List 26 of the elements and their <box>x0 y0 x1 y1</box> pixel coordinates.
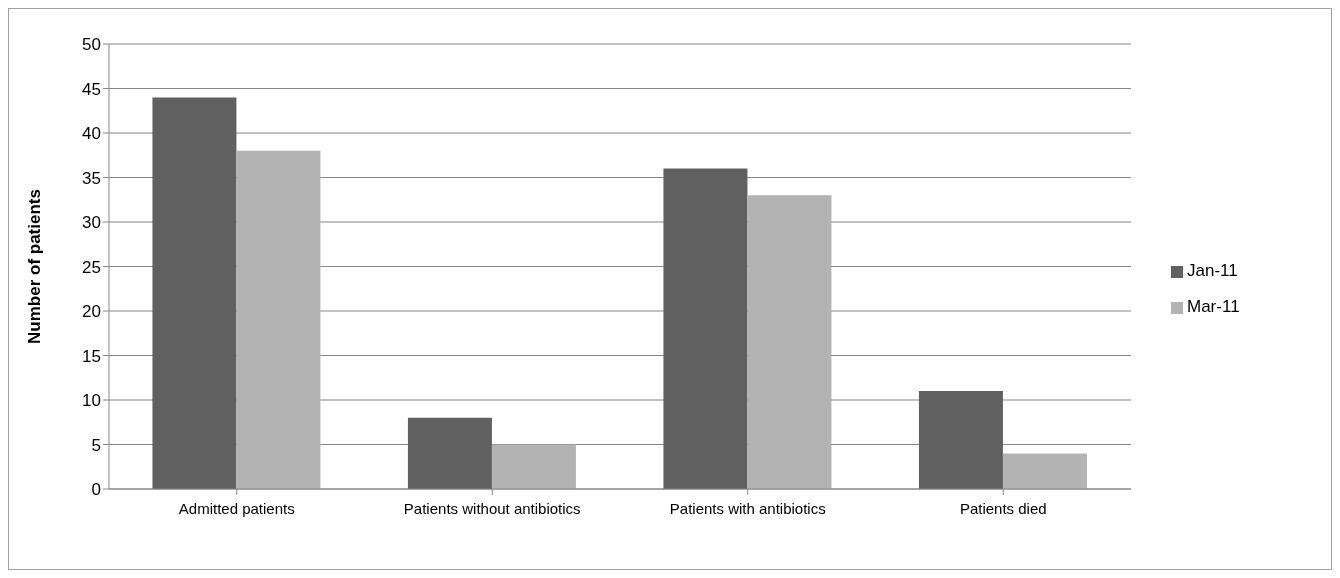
x-tick-label: Patients died <box>959 499 1047 517</box>
y-tick-label: 0 <box>91 480 101 500</box>
bar <box>747 195 832 489</box>
bar <box>407 417 492 489</box>
bar <box>918 391 1003 489</box>
bar <box>663 168 748 489</box>
y-tick-label: 30 <box>82 213 101 233</box>
x-tick-label: Patients without antibiotics <box>403 499 581 517</box>
bar <box>152 97 237 489</box>
x-tick-label: Patients with antibiotics <box>669 499 826 517</box>
y-tick-label: 15 <box>82 346 101 366</box>
bar <box>1002 453 1087 489</box>
y-tick-label: 20 <box>82 302 101 322</box>
y-tick-label: 50 <box>82 35 101 55</box>
legend-label: Mar-11 <box>1187 297 1240 316</box>
bar <box>236 150 321 489</box>
legend-label: Jan-11 <box>1187 261 1238 280</box>
y-tick-label: 25 <box>82 257 101 277</box>
x-tick-label: Admitted patients <box>178 499 295 517</box>
y-tick-label: 45 <box>82 79 101 99</box>
y-tick-label: 35 <box>82 168 101 188</box>
y-tick-label: 10 <box>82 391 101 411</box>
y-tick-label: 5 <box>91 435 101 455</box>
y-tick-label: 40 <box>82 124 101 144</box>
y-axis-title: Number of patients <box>25 189 45 344</box>
bar <box>491 444 576 489</box>
